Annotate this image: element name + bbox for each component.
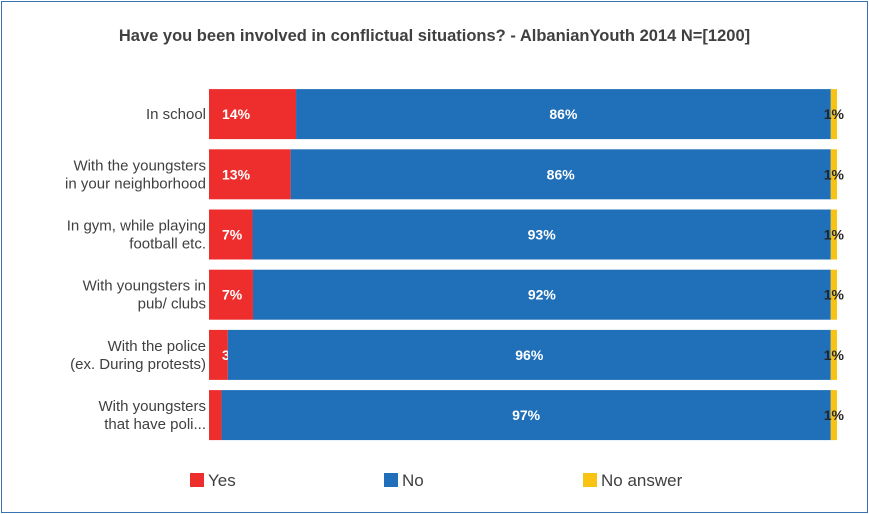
bar-segment-no-answer bbox=[830, 390, 837, 441]
data-label: 1% bbox=[824, 106, 845, 122]
bar-segment-no bbox=[290, 149, 831, 200]
bar-segment-no-answer bbox=[830, 269, 837, 320]
data-label: 13% bbox=[222, 166, 251, 182]
chart-title: Have you been involved in conflictual si… bbox=[118, 27, 751, 45]
data-label: 1% bbox=[824, 166, 845, 182]
category-label: With the youngsters in your neighborhood bbox=[65, 157, 206, 192]
bar-segment-no bbox=[227, 329, 831, 380]
data-label: 7% bbox=[222, 227, 243, 243]
bar-segment-no bbox=[296, 89, 831, 140]
bar-segment-no-answer bbox=[830, 149, 837, 200]
legend-swatch bbox=[190, 473, 204, 487]
data-label: 1% bbox=[824, 407, 845, 423]
bar-segment-yes bbox=[209, 149, 291, 200]
data-label: 93% bbox=[528, 227, 557, 243]
bar-segment-no bbox=[252, 209, 831, 260]
data-label: 1% bbox=[824, 347, 845, 363]
data-label: 1% bbox=[824, 227, 845, 243]
category-label: With the police (ex. During protests) bbox=[70, 338, 206, 373]
data-label: 7% bbox=[222, 287, 243, 303]
data-label: 97% bbox=[512, 407, 541, 423]
legend-label: Yes bbox=[208, 471, 236, 490]
bar-segment-no bbox=[252, 269, 831, 320]
data-label: 86% bbox=[547, 166, 576, 182]
data-label: 92% bbox=[528, 287, 557, 303]
legend-swatch bbox=[384, 473, 398, 487]
legend-label: No answer bbox=[601, 471, 683, 490]
bar-segment-no bbox=[221, 390, 831, 441]
legend-swatch bbox=[583, 473, 597, 487]
bar-segment-no-answer bbox=[830, 89, 837, 140]
category-label: With youngsters in pub/ clubs bbox=[83, 278, 206, 313]
data-label: 14% bbox=[222, 106, 251, 122]
bar-segment-no-answer bbox=[830, 209, 837, 260]
category-label: With youngsters that have poli... bbox=[98, 398, 206, 433]
bar-segment-no-answer bbox=[830, 329, 837, 380]
data-label: 1% bbox=[824, 287, 845, 303]
bar-segment-yes bbox=[209, 269, 253, 320]
bar-segment-yes bbox=[209, 89, 297, 140]
data-label: 86% bbox=[549, 106, 578, 122]
data-label: 96% bbox=[515, 347, 544, 363]
bar-segment-yes bbox=[209, 390, 222, 441]
bar-segment-yes bbox=[209, 209, 253, 260]
category-label: In gym, while playing football etc. bbox=[67, 218, 206, 253]
bar-segment-yes bbox=[209, 329, 228, 380]
category-label: In school bbox=[146, 106, 206, 123]
legend-label: No bbox=[402, 471, 424, 490]
